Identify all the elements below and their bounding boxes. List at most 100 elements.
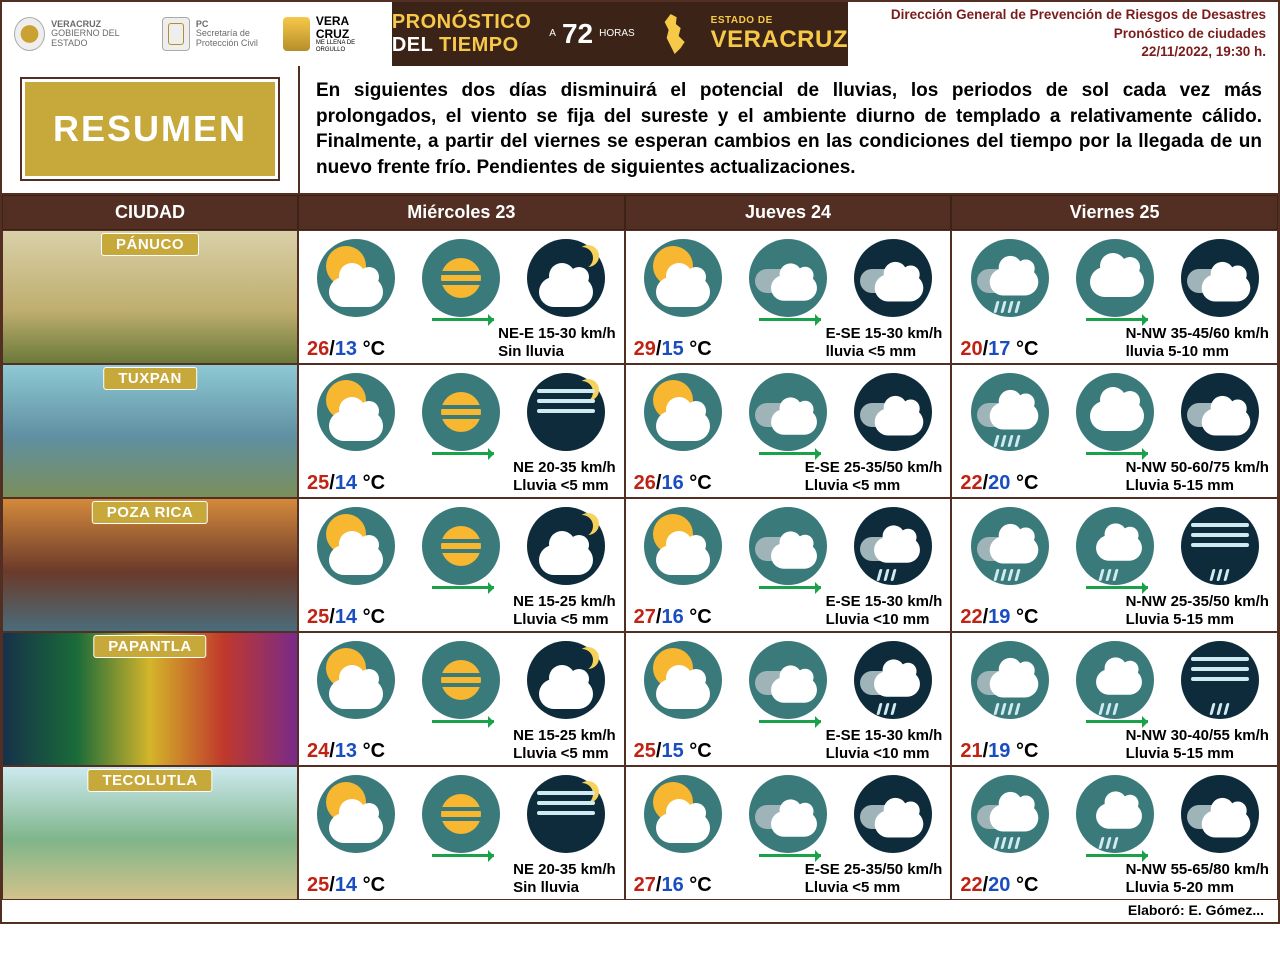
rain-night-icon (854, 507, 932, 585)
summary-text: En siguientes dos días disminuirá el pot… (298, 66, 1278, 193)
cloud-night-icon (1181, 775, 1259, 853)
veracruz-logo: VERACRUZ ME LLENA DE ORGULLO (283, 15, 380, 53)
temps: 25/14 °C (307, 874, 385, 897)
city-cell: TUXPAN (2, 364, 298, 498)
cloud-wind-icon (1076, 373, 1154, 451)
product-line: Pronóstico de ciudades (1114, 25, 1266, 44)
forecast-details: 22/20 °CN-NW 55-65/80 km/hLluvia 5-20 mm (960, 861, 1269, 897)
rain-icon (971, 507, 1049, 585)
sun-cloud-icon (644, 239, 722, 317)
forecast-details: 20/17 °CN-NW 35-45/60 km/hlluvia 5-10 mm (960, 325, 1269, 361)
rain-night-icon (854, 641, 932, 719)
forecast-cell: 20/17 °CN-NW 35-45/60 km/hlluvia 5-10 mm (951, 230, 1278, 364)
temps: 24/13 °C (307, 740, 385, 763)
city-name-label: TECOLUTLA (87, 769, 212, 792)
cloud-night-icon (854, 239, 932, 317)
issue-datetime: 22/11/2022, 19:30 h. (1141, 43, 1266, 62)
forecast-cell: 29/15 °CE-SE 15-30 km/hlluvia <5 mm (625, 230, 952, 364)
gov-emblem-icon (14, 17, 45, 51)
header-logos: VERACRUZ GOBIERNO DEL ESTADO PC Secretar… (2, 2, 392, 66)
forecast-cell: 24/13 °C NE 15-25 km/hLluvia <5 mm (298, 632, 625, 766)
forecast-cell: 27/16 °C E-SE 25-35/50 km/hLluvia <5 mm (625, 766, 952, 900)
wind-rain: N-NW 30-40/55 km/hLluvia 5-15 mm (1126, 727, 1269, 763)
forecast-cell: 22/19 °CN-NW 25-35/50 km/hLluvia 5-15 mm (951, 498, 1278, 632)
forecast-details: 26/16 °CE-SE 25-35/50 km/hLluvia <5 mm (634, 459, 943, 495)
sun-haze-wind-icon (422, 641, 500, 719)
author-credit: Elaboró: E. Gómez... (2, 900, 1278, 922)
icons-row (960, 235, 1269, 321)
cloud-night-icon (1181, 373, 1259, 451)
storm-waves-night-icon (1181, 507, 1259, 585)
wind-rain: E-SE 25-35/50 km/hLluvia <5 mm (805, 861, 943, 897)
sun-cloud-icon (644, 373, 722, 451)
sun-haze-wind-icon (422, 239, 500, 317)
temps: 27/16 °C (634, 606, 712, 629)
temps: 25/15 °C (634, 740, 712, 763)
veracruz-emblem-icon (283, 17, 310, 51)
forecast-details: 27/16 °C E-SE 15-30 km/hLluvia <10 mm (634, 593, 943, 629)
icons-row (634, 235, 943, 321)
city-name-label: PAPANTLA (93, 635, 206, 658)
col-header-day1: Miércoles 23 (298, 195, 625, 230)
wind-rain: N-NW 25-35/50 km/hLluvia 5-15 mm (1126, 593, 1269, 629)
temps: 27/16 °C (634, 874, 712, 897)
col-header-city: CIUDAD (2, 195, 298, 230)
moon-cloud-icon (527, 641, 605, 719)
cloud-wind-icon (1076, 239, 1154, 317)
moon-cloud-icon (527, 239, 605, 317)
wind-rain: E-SE 15-30 km/hLluvia <10 mm (826, 593, 943, 629)
city-name-label: TUXPAN (103, 367, 197, 390)
forecast-details: 29/15 °CE-SE 15-30 km/hlluvia <5 mm (634, 325, 943, 361)
icons-row (634, 771, 943, 857)
icons-row (307, 503, 616, 589)
summary-badge-text: RESUMEN (22, 79, 278, 179)
veracruz-logo-sub: ME LLENA DE ORGULLO (316, 40, 380, 53)
wind-rain: E-SE 15-30 km/hlluvia <5 mm (826, 325, 943, 361)
cloudy-wind-icon (749, 507, 827, 585)
state-silhouette-icon (653, 14, 693, 54)
sun-cloud-icon (317, 641, 395, 719)
forecast-details: 25/14 °C NE 20-35 km/hSin lluvia (307, 861, 616, 897)
sun-cloud-icon (644, 775, 722, 853)
temps: 22/20 °C (960, 874, 1038, 897)
moon-fog-icon (527, 775, 605, 853)
pc-emblem-icon (162, 17, 189, 51)
summary-badge: RESUMEN (2, 66, 298, 193)
moon-fog-icon (527, 373, 605, 451)
forecast-cell: 25/15 °CE-SE 15-30 km/hLluvia <10 mm (625, 632, 952, 766)
cloudy-wind-icon (749, 239, 827, 317)
col-header-day2: Jueves 24 (625, 195, 952, 230)
cloudy-wind-icon (749, 373, 827, 451)
summary-row: RESUMEN En siguientes dos días disminuir… (2, 66, 1278, 195)
wind-rain: N-NW 35-45/60 km/hlluvia 5-10 mm (1126, 325, 1269, 361)
forecast-cell: 25/14 °CNE 20-35 km/hLluvia <5 mm (298, 364, 625, 498)
sun-haze-wind-icon (422, 373, 500, 451)
forecast-details: 26/13 °CNE-E 15-30 km/hSin lluvia (307, 325, 616, 361)
icons-row (634, 503, 943, 589)
forecast-cell: 25/14 °C NE 20-35 km/hSin lluvia (298, 766, 625, 900)
icons-row (307, 235, 616, 321)
banner-72: A 72 HORAS (549, 18, 634, 50)
issuer-line: Dirección General de Prevención de Riesg… (891, 6, 1266, 25)
forecast-cell: 26/13 °CNE-E 15-30 km/hSin lluvia (298, 230, 625, 364)
rain-icon (971, 641, 1049, 719)
sun-haze-wind-icon (422, 507, 500, 585)
forecast-cell: 25/14 °CNE 15-25 km/hLluvia <5 mm (298, 498, 625, 632)
pc-logo: PC Secretaría de Protección Civil (162, 17, 268, 51)
icons-row (307, 771, 616, 857)
wind-rain: NE 20-35 km/hSin lluvia (513, 861, 616, 897)
storm-waves-night-icon (1181, 641, 1259, 719)
report-root: VERACRUZ GOBIERNO DEL ESTADO PC Secretar… (0, 0, 1280, 924)
wind-rain: N-NW 50-60/75 km/hLluvia 5-15 mm (1126, 459, 1269, 495)
city-cell: PAPANTLA (2, 632, 298, 766)
wind-rain: NE 15-25 km/hLluvia <5 mm (513, 727, 616, 763)
city-cell: PÁNUCO (2, 230, 298, 364)
temps: 26/13 °C (307, 338, 385, 361)
city-name-label: POZA RICA (92, 501, 208, 524)
rain-icon (971, 775, 1049, 853)
moon-cloud-icon (527, 507, 605, 585)
temps: 25/14 °C (307, 472, 385, 495)
forecast-cell: 22/20 °CN-NW 55-65/80 km/hLluvia 5-20 mm (951, 766, 1278, 900)
icons-row (634, 369, 943, 455)
temps: 21/19 °C (960, 740, 1038, 763)
